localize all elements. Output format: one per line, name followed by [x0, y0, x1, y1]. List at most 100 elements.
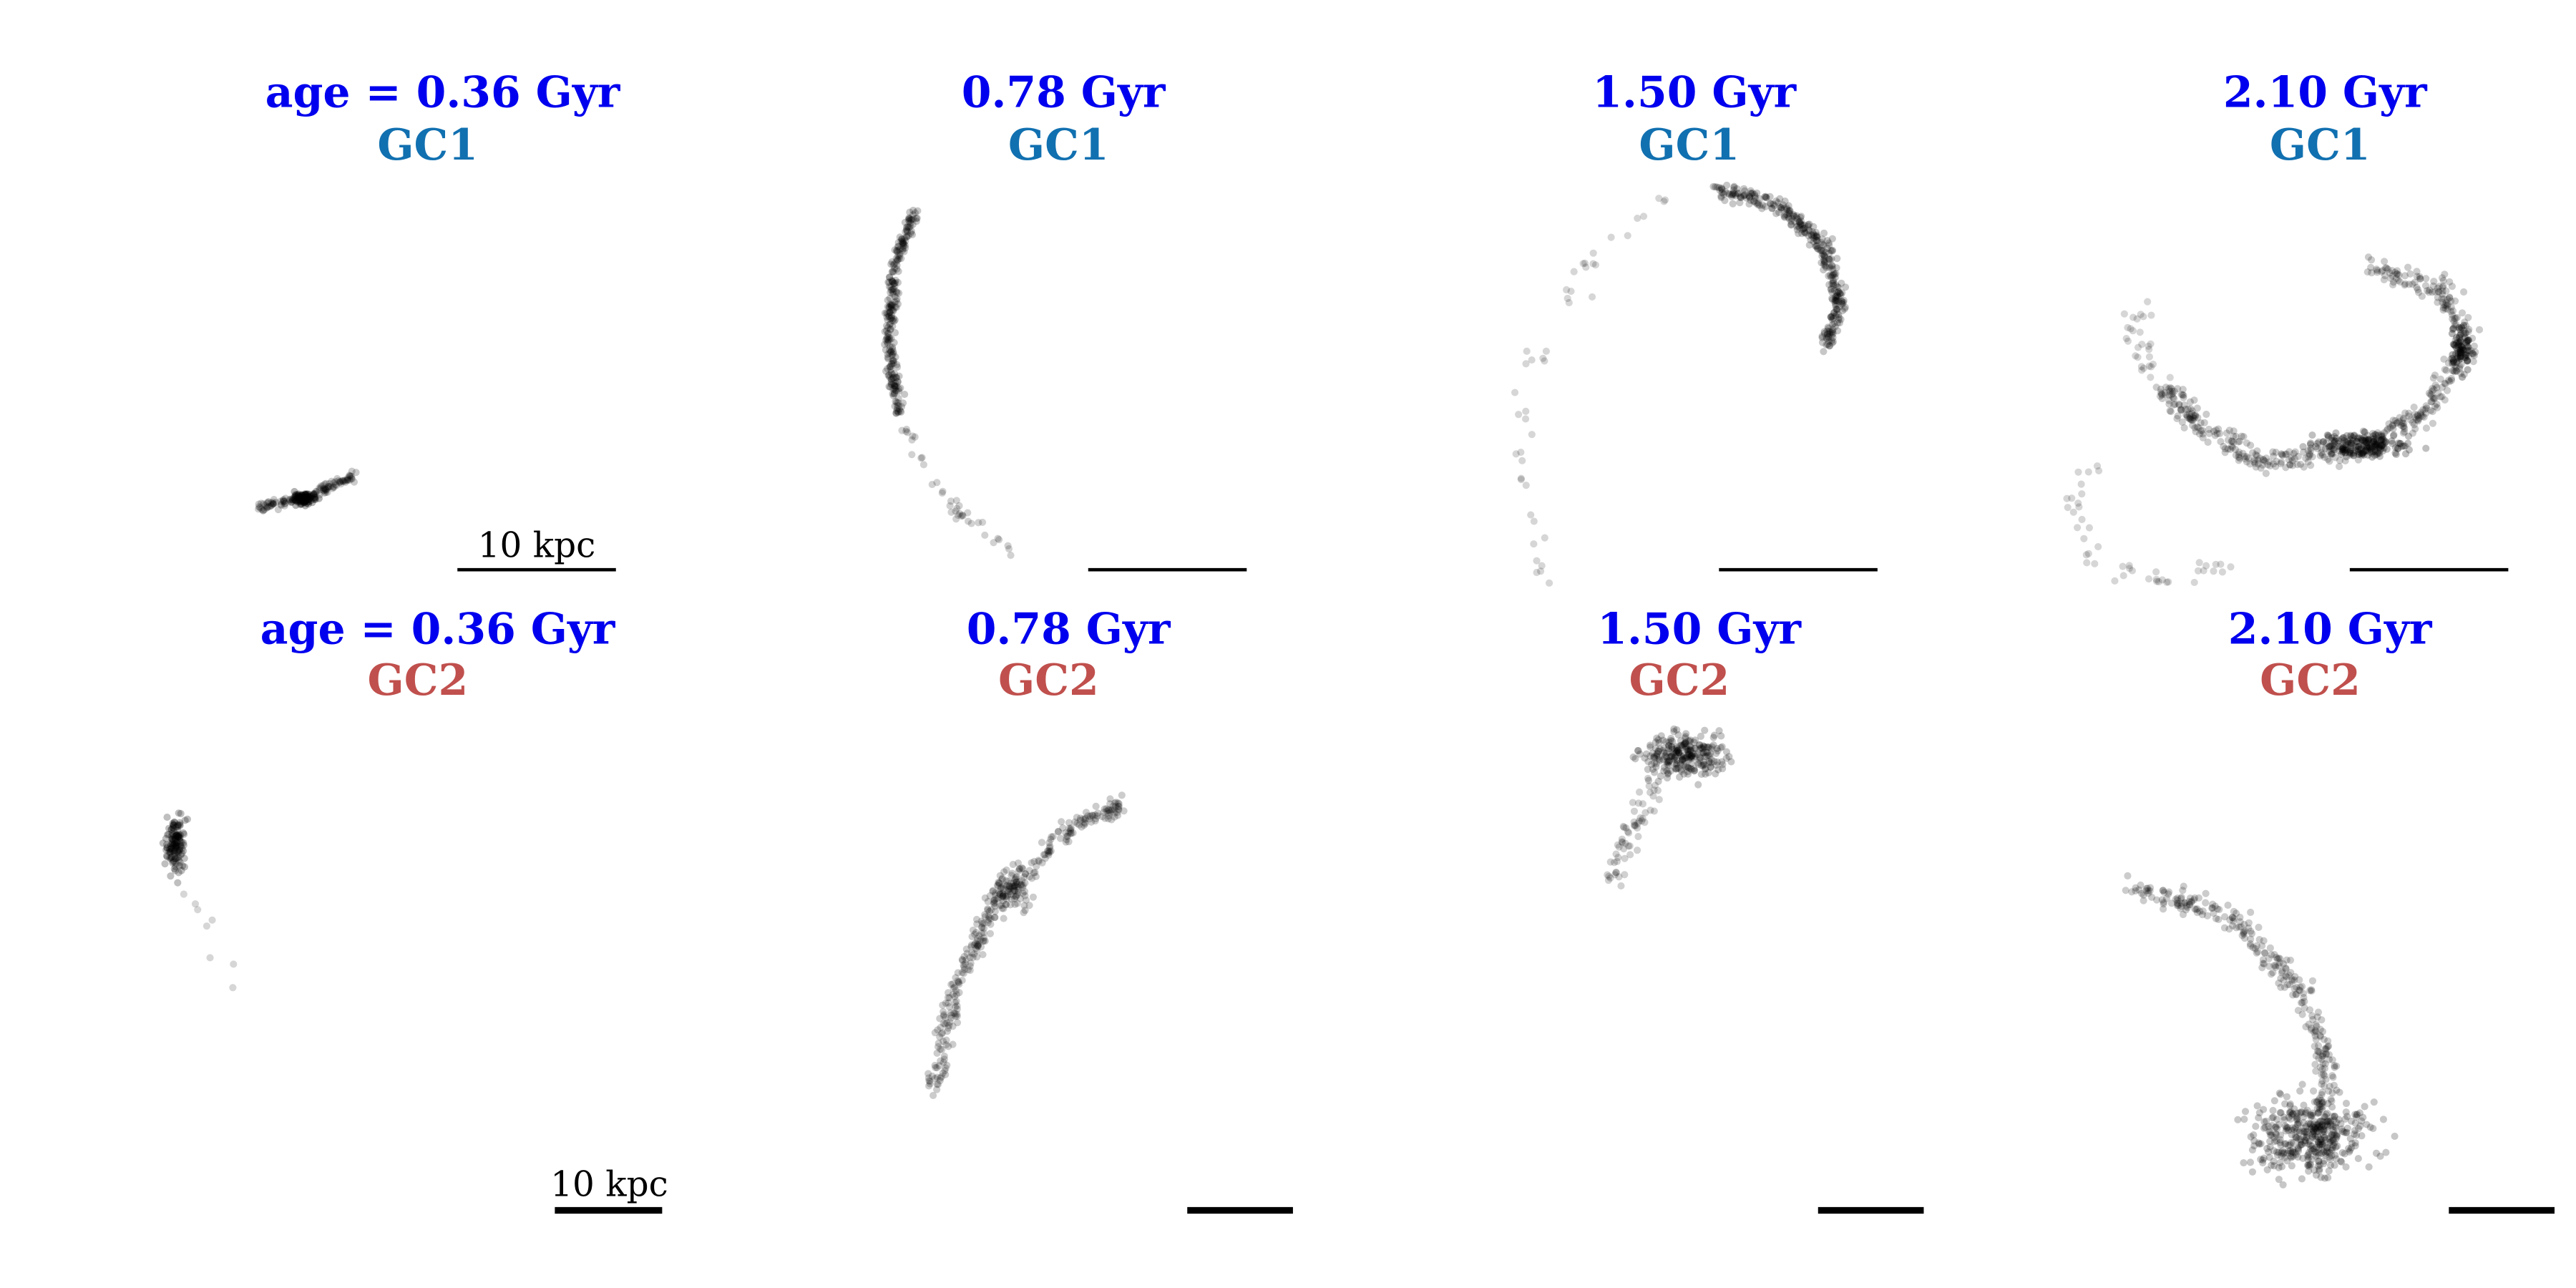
particle	[2262, 469, 2270, 477]
particle	[2288, 454, 2296, 462]
particle	[2082, 551, 2090, 559]
particle	[907, 228, 915, 235]
particle	[300, 499, 308, 507]
particle	[889, 261, 897, 269]
particle	[1818, 235, 1826, 243]
particle	[2325, 447, 2333, 455]
particle	[1721, 197, 1729, 205]
particle	[894, 399, 902, 406]
particle	[1791, 218, 1799, 225]
particle	[2134, 353, 2142, 361]
particle	[2454, 342, 2462, 350]
particle	[893, 295, 901, 303]
particle	[2396, 414, 2404, 421]
particle	[292, 502, 300, 509]
particle	[889, 356, 897, 364]
particle	[2431, 402, 2439, 410]
particle	[1828, 321, 1836, 328]
particle	[1825, 324, 1833, 332]
particle	[884, 353, 892, 361]
particle	[1002, 866, 1010, 874]
particle	[2275, 1148, 2283, 1156]
particle	[2458, 343, 2467, 351]
particle	[886, 321, 894, 328]
particle	[2420, 413, 2428, 421]
particle	[2275, 962, 2283, 970]
particle	[899, 245, 907, 253]
particle	[2119, 562, 2127, 570]
particle	[886, 374, 894, 381]
particle	[293, 491, 301, 499]
particle	[905, 223, 913, 231]
particle	[2185, 410, 2193, 418]
particle	[306, 492, 314, 499]
particle	[2399, 422, 2407, 431]
particle	[1810, 230, 1818, 238]
particle	[2464, 352, 2472, 361]
particle	[947, 508, 955, 516]
particle	[894, 300, 902, 308]
particle	[940, 1008, 947, 1015]
particle	[2446, 293, 2454, 301]
particle	[2369, 432, 2377, 440]
particle	[2457, 346, 2464, 354]
particle	[2440, 295, 2448, 303]
particle	[166, 840, 174, 848]
particle	[2421, 406, 2429, 414]
particle	[286, 497, 294, 504]
particle	[2446, 378, 2454, 386]
particle	[994, 535, 1002, 542]
particle	[301, 494, 309, 502]
particle	[2298, 1080, 2306, 1088]
particle	[2351, 1111, 2359, 1118]
particle	[2391, 268, 2399, 276]
particle	[963, 950, 971, 957]
particle	[887, 314, 895, 322]
particle	[299, 494, 307, 502]
particle	[297, 492, 305, 500]
particle	[1838, 289, 1846, 297]
particle	[885, 313, 893, 321]
particle	[2429, 408, 2436, 416]
particle	[2308, 977, 2317, 985]
particle	[330, 479, 338, 487]
particle	[348, 467, 356, 475]
particle	[2447, 374, 2456, 382]
particle	[173, 838, 181, 846]
particle	[2294, 1007, 2302, 1015]
particle	[892, 384, 899, 391]
particle	[2225, 925, 2233, 933]
particle	[1833, 292, 1842, 300]
particle	[2464, 328, 2472, 336]
particle	[265, 497, 273, 506]
particle	[896, 233, 904, 241]
particle	[312, 487, 320, 496]
particle	[2145, 342, 2152, 350]
particle	[2161, 391, 2169, 399]
particle	[2074, 499, 2082, 507]
particle	[1655, 195, 1663, 203]
particle	[897, 245, 904, 253]
particle	[1512, 450, 1520, 458]
particle	[1835, 313, 1843, 321]
particle	[2318, 451, 2326, 459]
particle	[1779, 201, 1787, 209]
particle	[2170, 401, 2177, 409]
particle	[2324, 431, 2332, 439]
particle	[255, 503, 263, 511]
particle	[293, 493, 301, 501]
particle	[2084, 468, 2092, 476]
particle	[178, 844, 186, 852]
particle	[1825, 264, 1834, 272]
particle	[893, 407, 901, 415]
particle	[2324, 455, 2332, 463]
particle	[270, 500, 278, 508]
particle	[1634, 747, 1642, 755]
particle	[350, 478, 358, 486]
particle	[2173, 414, 2181, 423]
particle	[987, 920, 995, 928]
particle	[2238, 432, 2245, 440]
particle	[2202, 899, 2210, 907]
particle	[1805, 220, 1813, 228]
